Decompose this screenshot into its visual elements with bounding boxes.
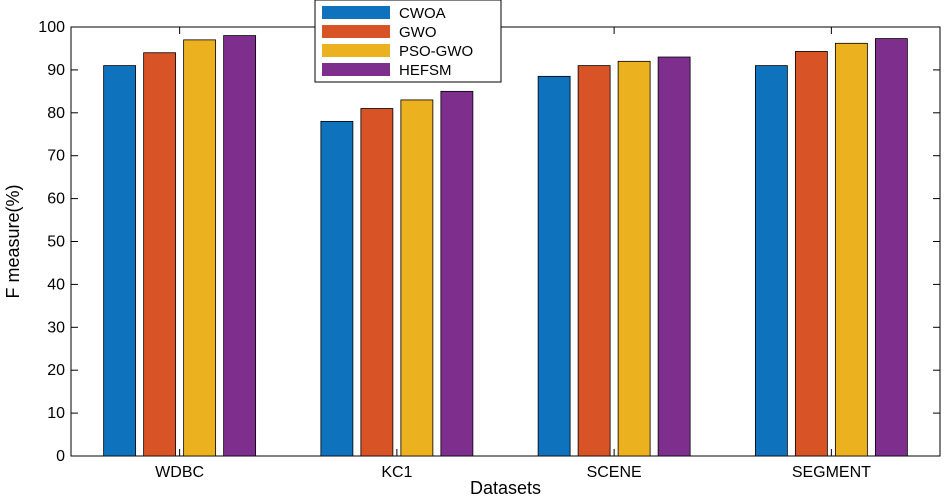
legend-swatch-gwo	[322, 25, 390, 38]
bar-wdbc-pso-gwo	[183, 39, 217, 457]
y-tick-label: 50	[47, 234, 65, 251]
x-axis-title: Datasets	[470, 478, 541, 496]
bar-kc1-cwoa	[320, 120, 354, 457]
legend-label: CWOA	[399, 5, 446, 22]
y-axis-title: F measure(%)	[3, 184, 23, 298]
bar-kc1-hefsm	[440, 90, 474, 457]
legend: CWOA GWO PSO-GWO HEFSM	[314, 0, 502, 83]
x-tick-label: SEGMENT	[792, 464, 871, 481]
bar-segment-pso-gwo	[834, 42, 868, 457]
bar-scene-gwo	[577, 65, 611, 457]
bar-wdbc-cwoa	[103, 65, 137, 457]
legend-label: PSO-GWO	[399, 43, 473, 60]
y-axis-ticks: 0 10 20 30 40 50 60 70 80 90 100	[38, 19, 940, 465]
bar-scene-cwoa	[537, 75, 571, 457]
y-tick-label: 80	[47, 105, 65, 122]
bar-wdbc-gwo	[143, 52, 177, 457]
x-tick-label: SCENE	[587, 464, 642, 481]
bar-segment-cwoa	[754, 65, 788, 457]
y-tick-label: 70	[47, 148, 65, 165]
legend-swatch-hefsm	[322, 63, 390, 76]
x-tick-label: WDBC	[155, 464, 204, 481]
y-tick-label: 10	[47, 405, 65, 422]
bar-scene-hefsm	[657, 56, 691, 457]
legend-label: GWO	[399, 24, 437, 41]
y-tick-label: 30	[47, 319, 65, 336]
bar-wdbc-hefsm	[223, 35, 257, 457]
y-tick-label: 20	[47, 362, 65, 379]
y-tick-label: 100	[38, 19, 65, 36]
legend-swatch-cwoa	[322, 6, 390, 19]
x-tick-label: KC1	[381, 464, 412, 481]
y-tick-label: 40	[47, 276, 65, 293]
y-tick-label: 60	[47, 191, 65, 208]
bar-segment-hefsm	[874, 38, 908, 457]
y-tick-label: 0	[56, 448, 65, 465]
bar-segment-gwo	[794, 51, 828, 457]
legend-swatch-pso-gwo	[322, 44, 390, 57]
bars	[103, 35, 908, 457]
legend-label: HEFSM	[399, 62, 452, 79]
y-tick-label: 90	[47, 62, 65, 79]
bar-kc1-gwo	[360, 108, 394, 457]
bar-scene-pso-gwo	[617, 60, 651, 457]
x-axis-ticks: WDBC KC1 SCENE SEGMENT	[155, 27, 871, 481]
bar-kc1-pso-gwo	[400, 99, 434, 457]
